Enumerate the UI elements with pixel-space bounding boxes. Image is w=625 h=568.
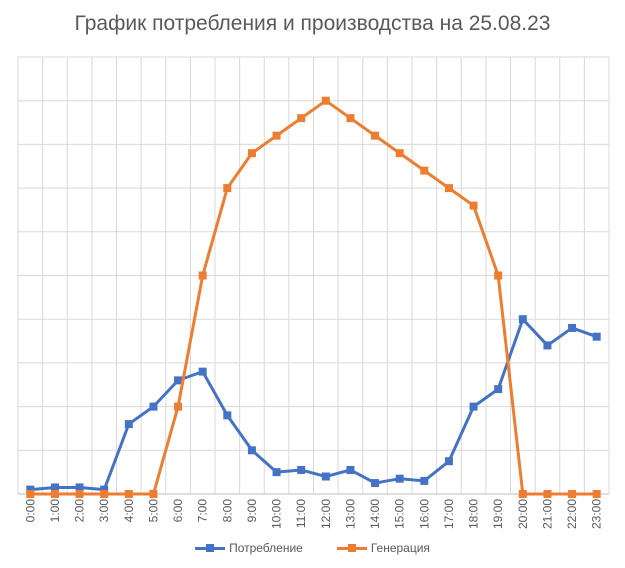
data-point-generation <box>346 114 355 123</box>
data-point-generation <box>469 201 478 210</box>
legend-label-consumption: Потребление <box>229 541 303 555</box>
data-point-consumption <box>124 420 133 429</box>
data-point-consumption <box>568 323 577 332</box>
data-point-generation <box>75 490 84 498</box>
data-point-generation <box>518 490 527 498</box>
data-point-consumption <box>223 411 232 420</box>
data-point-generation <box>568 490 577 498</box>
data-point-generation <box>543 490 552 498</box>
data-point-generation <box>100 490 109 498</box>
x-tick-label: 19:00 <box>491 499 505 529</box>
x-tick-label: 9:00 <box>245 499 259 523</box>
data-point-consumption <box>26 485 35 494</box>
data-point-generation <box>149 490 158 498</box>
data-point-generation <box>297 114 306 123</box>
x-tick-label: 0:00 <box>23 499 37 523</box>
x-tick-label: 20:00 <box>516 499 530 529</box>
series-line-consumption <box>30 317 598 492</box>
x-tick-label: 1:00 <box>48 499 62 523</box>
data-point-generation <box>444 184 453 193</box>
chart-title: График потребления и производства на 25.… <box>74 12 551 35</box>
data-point-consumption <box>346 465 355 474</box>
legend-label-generation: Генерация <box>370 541 430 555</box>
x-tick-label: 23:00 <box>590 499 604 529</box>
data-point-generation <box>321 96 330 105</box>
data-point-generation <box>420 166 429 175</box>
data-point-generation <box>592 490 601 498</box>
data-point-consumption <box>174 376 183 385</box>
data-point-generation <box>494 271 503 280</box>
data-point-consumption <box>444 457 453 466</box>
data-point-consumption <box>272 468 281 477</box>
x-tick-label: 17:00 <box>442 499 456 529</box>
x-tick-label: 12:00 <box>319 499 333 529</box>
data-point-generation <box>198 271 207 280</box>
data-point-generation <box>124 490 133 498</box>
legend-item-consumption[interactable]: Потребление <box>195 541 303 555</box>
data-point-consumption <box>149 402 158 411</box>
legend: Потребление Генерация <box>0 541 625 555</box>
data-point-consumption <box>371 479 380 488</box>
data-point-consumption <box>297 465 306 474</box>
legend-marker-generation <box>336 543 367 553</box>
data-point-consumption <box>420 476 429 485</box>
data-point-consumption <box>321 472 330 481</box>
data-point-consumption <box>100 485 109 494</box>
data-point-consumption <box>518 315 527 324</box>
x-tick-label: 11:00 <box>294 499 308 528</box>
legend-item-generation[interactable]: Генерация <box>336 541 430 555</box>
x-tick-label: 18:00 <box>467 499 481 529</box>
data-point-consumption <box>198 367 207 376</box>
legend-marker-consumption <box>195 543 226 553</box>
x-tick-label: 10:00 <box>270 499 284 529</box>
x-tick-label: 3:00 <box>97 499 111 523</box>
series-line-generation <box>30 99 597 496</box>
data-point-generation <box>371 131 380 140</box>
data-point-consumption <box>50 483 59 492</box>
x-tick-label: 2:00 <box>73 499 87 523</box>
data-point-consumption <box>592 332 601 341</box>
data-point-consumption <box>494 385 503 394</box>
x-tick-label: 7:00 <box>196 499 210 523</box>
data-point-generation <box>174 402 183 411</box>
x-tick-label: 13:00 <box>343 499 357 529</box>
data-point-consumption <box>543 341 552 350</box>
data-point-generation <box>272 131 281 140</box>
x-tick-label: 16:00 <box>417 499 431 529</box>
data-point-generation <box>50 490 59 498</box>
data-point-generation <box>247 149 256 158</box>
data-point-consumption <box>75 483 84 492</box>
data-point-generation <box>26 490 35 498</box>
x-tick-label: 22:00 <box>565 499 579 529</box>
data-point-generation <box>223 184 232 193</box>
x-tick-label: 4:00 <box>122 499 136 523</box>
data-point-consumption <box>395 474 404 483</box>
data-point-consumption <box>469 402 478 411</box>
data-point-consumption <box>247 446 256 455</box>
data-point-generation <box>395 149 404 158</box>
x-tick-label: 6:00 <box>171 499 185 523</box>
x-tick-label: 15:00 <box>393 499 407 529</box>
x-tick-label: 8:00 <box>220 499 234 523</box>
x-tick-label: 21:00 <box>540 499 554 529</box>
x-tick-label: 5:00 <box>146 499 160 523</box>
x-tick-label: 14:00 <box>368 499 382 529</box>
